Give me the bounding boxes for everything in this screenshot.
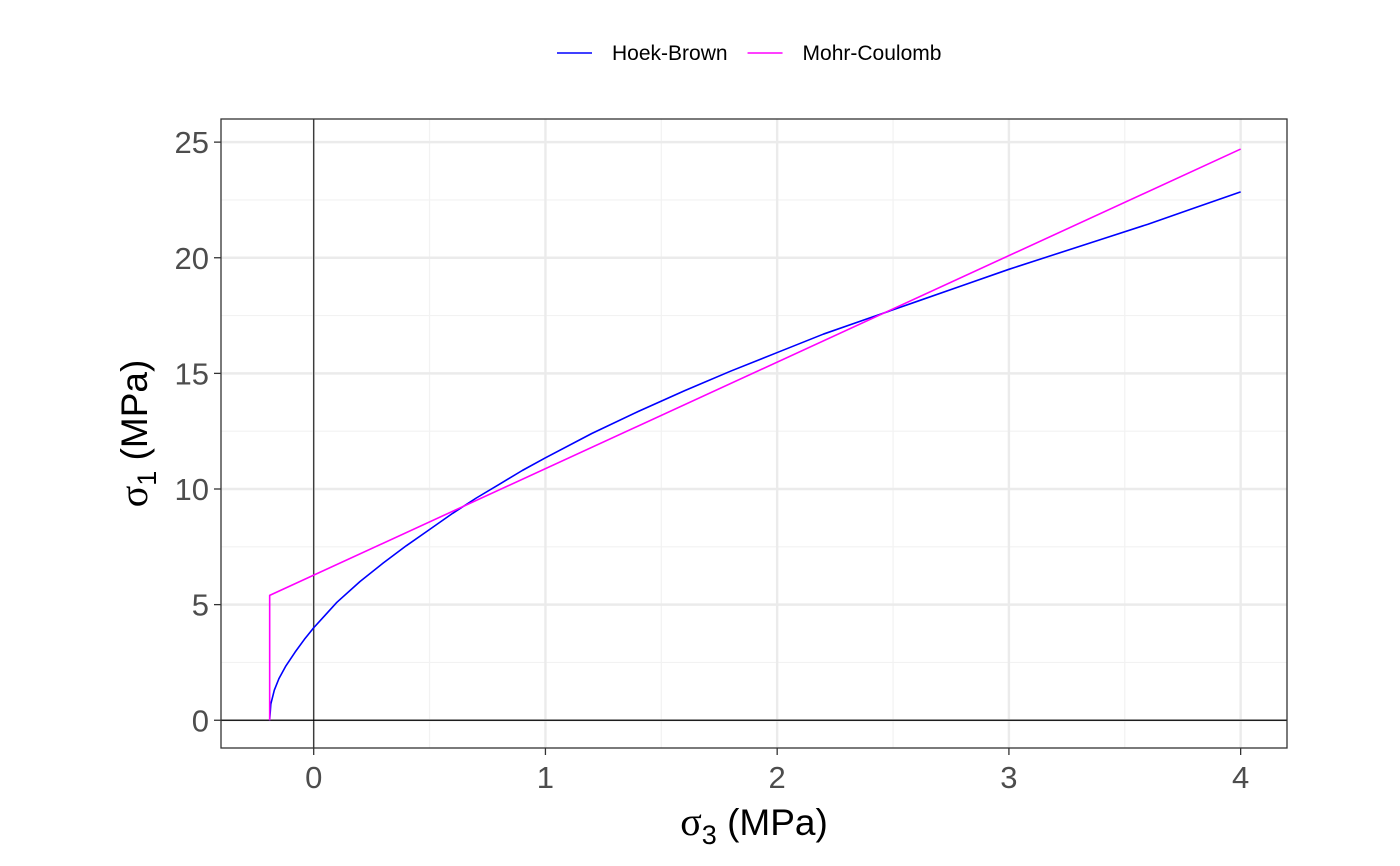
legend-label-hoek-brown: Hoek-Brown: [612, 42, 728, 65]
y-axis-title: σ1 (MPa): [111, 360, 162, 508]
y-tick-label: 0: [192, 703, 209, 738]
axis-subscript: 3: [702, 820, 717, 850]
axis-symbol: σ: [111, 486, 156, 508]
grid: [221, 119, 1287, 748]
axis-unit: (MPa): [717, 802, 828, 843]
panel-border: [220, 118, 1288, 749]
y-tick-label: 5: [192, 588, 209, 623]
legend: Hoek-Brown Mohr-Coulomb: [557, 42, 941, 65]
x-tick-label: 0: [305, 760, 322, 795]
x-axis-title: σ3 (MPa): [680, 799, 828, 850]
x-axis-ticks: 0 1 2 3 4: [305, 748, 1249, 795]
y-tick-label: 10: [175, 472, 209, 507]
series-line-hoek-brown: [268, 191, 1241, 721]
x-tick-label: 2: [769, 760, 786, 795]
x-tick-label: 3: [1000, 760, 1017, 795]
y-tick-label: 15: [175, 356, 209, 391]
series-layer: [268, 148, 1241, 721]
axis-unit: (MPa): [114, 360, 155, 471]
x-tick-label: 4: [1232, 760, 1249, 795]
legend-label-mohr-coulomb: Mohr-Coulomb: [803, 42, 942, 65]
x-tick-label: 1: [537, 760, 554, 795]
y-tick-label: 25: [175, 125, 209, 160]
series-line-mohr-coulomb: [268, 148, 1241, 721]
y-tick-label: 20: [175, 241, 209, 276]
y-axis-ticks: 0 5 10 15 20 25: [175, 125, 221, 738]
reference-lines: [221, 119, 1287, 748]
axis-subscript: 1: [132, 471, 162, 486]
axis-symbol: σ: [680, 799, 702, 844]
